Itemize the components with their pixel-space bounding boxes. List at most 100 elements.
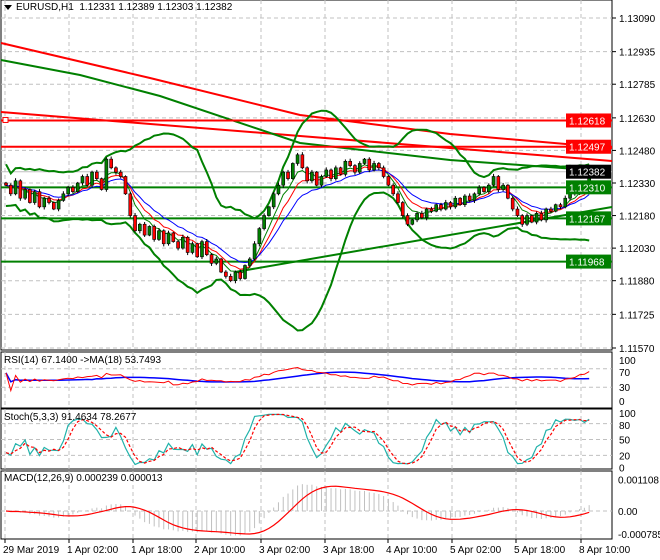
candle (429, 206, 434, 214)
stoch-axis-label: 100 (619, 409, 636, 420)
candle-body (138, 223, 142, 232)
candle-body (123, 176, 128, 195)
price-axis-label: 1.12935 (619, 48, 656, 59)
candle-body (290, 163, 295, 179)
trendline-red (0, 111, 613, 162)
candle-body (85, 176, 90, 186)
candle-body (214, 258, 219, 264)
candle (529, 214, 534, 224)
candle (247, 257, 252, 268)
candle (161, 229, 166, 247)
candle-body (415, 213, 419, 221)
candle-body (553, 204, 558, 212)
candle (558, 202, 563, 210)
level-price-label: 1.12497 (569, 143, 606, 154)
candle-body (271, 193, 276, 208)
candle-body (37, 191, 42, 208)
candle (243, 264, 247, 280)
candle (195, 242, 199, 258)
candle (362, 158, 367, 165)
candle (252, 241, 257, 261)
candle (496, 175, 501, 193)
candle (181, 234, 185, 250)
candle (381, 165, 386, 179)
candle (219, 257, 223, 274)
candle-body (558, 204, 563, 208)
candle (99, 177, 104, 191)
candle (133, 212, 137, 233)
candle-body (515, 208, 520, 216)
time-label: 5 Apr 02:00 (450, 545, 502, 556)
candle (32, 189, 37, 205)
time-label: 29 Mar 2019 (3, 545, 60, 556)
candle (224, 270, 228, 279)
current-price-label: 1.12382 (569, 168, 606, 179)
candle (109, 156, 113, 170)
candle (142, 222, 147, 237)
candle-body (23, 189, 27, 199)
moving-average-long-green (0, 59, 591, 171)
candle (319, 174, 324, 188)
price-axis-label: 1.12330 (619, 179, 656, 190)
candle-body (28, 189, 32, 203)
candle (544, 207, 548, 223)
candle (329, 168, 333, 182)
candle (458, 197, 462, 206)
level-price-label: 1.12618 (569, 116, 606, 127)
price-axis-label: 1.11570 (619, 344, 655, 355)
candle (506, 184, 510, 200)
rsi-axis-label: 70 (619, 368, 631, 379)
candle-body (80, 176, 85, 184)
candle-body (281, 171, 286, 186)
candle-body (204, 241, 209, 255)
candle (525, 213, 529, 227)
candle-body (171, 232, 176, 242)
candle (338, 166, 343, 176)
rsi-line (5, 366, 590, 393)
macd-axis-label: -0.000785 (618, 530, 660, 541)
candle (310, 169, 314, 183)
candle (400, 201, 405, 219)
dropdown-triangle-icon[interactable] (4, 4, 12, 10)
time-label: 3 Apr 02:00 (259, 545, 311, 556)
macd-label: MACD(12,26,9) 0.000239 0.000013 (4, 473, 163, 484)
candle (348, 158, 352, 168)
candle-body (61, 193, 66, 201)
stoch-signal-line (5, 413, 590, 465)
candle (563, 195, 568, 209)
candle-body (109, 158, 113, 169)
candle (8, 183, 13, 197)
candle (66, 185, 70, 197)
time-label: 5 Apr 18:00 (514, 545, 566, 556)
candle-body (75, 182, 80, 192)
candle-body (329, 169, 333, 179)
candle-body (443, 202, 448, 210)
candle-body (181, 236, 185, 249)
price-axis-label: 1.12480 (619, 146, 656, 157)
candle (276, 182, 281, 196)
candle-body (324, 169, 329, 177)
stoch-label: Stoch(5,3,3) 91.4634 78.2677 (4, 412, 137, 423)
candle (262, 213, 266, 231)
level-price-label-box (566, 211, 611, 226)
candle (520, 214, 525, 227)
candle-body (32, 191, 37, 203)
candle-body (472, 193, 477, 201)
candle (176, 239, 180, 251)
candle-body (166, 232, 171, 245)
candle (534, 211, 539, 225)
candle (501, 182, 505, 192)
candle (405, 213, 410, 227)
current-price-label-box (566, 164, 611, 179)
candle-body (161, 230, 166, 245)
candle-body (491, 176, 496, 186)
candle-body (233, 271, 238, 281)
candle (61, 191, 66, 202)
candle-body (310, 171, 314, 182)
candle-body (243, 265, 247, 279)
level-price-label-box (566, 180, 611, 195)
stoch-axis-label: 50 (619, 436, 631, 447)
level-price-label-box (566, 139, 611, 154)
candle-body (420, 213, 424, 219)
